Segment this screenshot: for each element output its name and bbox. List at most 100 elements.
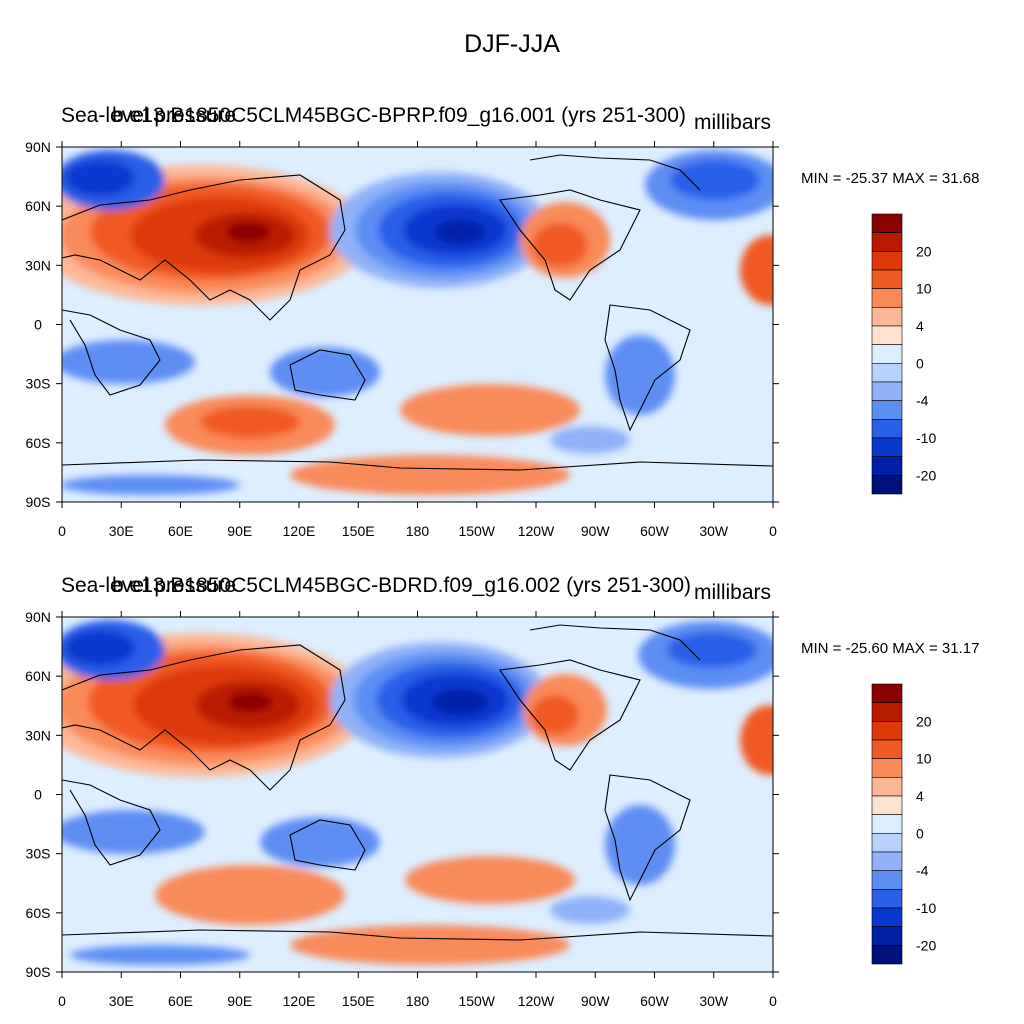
panel1-map — [61, 146, 774, 503]
panel2-colorbar-level — [871, 739, 903, 759]
panel2-colorbar-level — [871, 777, 903, 797]
panel2-lat-label: 60S — [26, 905, 51, 921]
panel1-coastlines — [62, 154, 773, 471]
panel2-colorbar-label: 0 — [916, 825, 924, 841]
panel1-lon-label: 150W — [458, 523, 495, 539]
panel1-units: millibars — [694, 111, 772, 134]
panel1-lon-label: 30W — [699, 523, 729, 539]
panel1-colorbar-label: 10 — [916, 281, 932, 297]
panel1-colorbar-level — [871, 381, 903, 401]
panel2-lon-label: 180 — [406, 993, 430, 1009]
panel2-lat-label: 90N — [25, 609, 51, 625]
panel1-lat-label: 90S — [26, 494, 51, 510]
panel2-colorbar-level — [871, 702, 903, 722]
panel2-coastlines — [62, 624, 773, 941]
panel2-min-max: MIN = -25.60 MAX = 31.17 — [801, 640, 980, 657]
panel2-colorbar-label: -10 — [916, 900, 936, 916]
panel1-colorbar-level — [871, 269, 903, 289]
panel2-colorbar-label: 10 — [916, 751, 932, 767]
panel2-lon-label: 60W — [640, 993, 670, 1009]
panel2-colorbar-level — [871, 721, 903, 741]
panel1-lat-label: 90N — [25, 139, 51, 155]
panel1-colorbar-level — [871, 307, 903, 327]
panel1-field — [62, 147, 773, 502]
panel2-colorbar-level — [871, 814, 903, 834]
panel2-colorbar-label: -4 — [916, 863, 929, 879]
panel1-lat-label: 0 — [34, 317, 42, 333]
panel2-lon-label: 90W — [581, 993, 611, 1009]
panel2-colorbar-level — [871, 907, 903, 927]
panel1-lon-label: 90E — [227, 523, 252, 539]
panel1-colorbar-label: -10 — [916, 430, 936, 446]
panel1-colorbar-level — [871, 213, 903, 233]
panel2-lon-label: 60E — [168, 993, 193, 1009]
panel1-lat-label: 60S — [26, 435, 51, 451]
panel2-lon-label: 120E — [283, 993, 316, 1009]
figure-title: DJF-JJA — [464, 30, 560, 58]
panel2-lon-label: 90E — [227, 993, 252, 1009]
panel1-colorbar-level — [871, 363, 903, 383]
panel1-lat-label: 30S — [26, 376, 51, 392]
panel1-colorbar-level — [871, 437, 903, 457]
panel1-colorbar-level — [871, 456, 903, 476]
panel1-lat-label: 30N — [25, 257, 51, 273]
panel2-lon-label: 0 — [769, 993, 777, 1009]
panel2-map — [61, 616, 774, 973]
panel1-lat-label: 60N — [25, 198, 51, 214]
panel1-colorbar-label: -4 — [916, 393, 929, 409]
panel2-field — [62, 617, 773, 972]
panel1-center-title: b.e13.B1850C5CLM45BGC-BPRP.f09_g16.001 (… — [112, 104, 686, 127]
panel2-lon-label: 150E — [342, 993, 375, 1009]
panel1-lon-label: 0 — [58, 523, 66, 539]
panel2-colorbar-level — [871, 683, 903, 703]
panel2-lat-label: 90S — [26, 964, 51, 980]
panel2-center-title: b.e13.B1850C5CLM45BGC-BDRD.f09_g16.002 (… — [112, 574, 691, 597]
panel2-lat-label: 30N — [25, 727, 51, 743]
panel1-lon-label: 90W — [581, 523, 611, 539]
panel1-lon-label: 0 — [769, 523, 777, 539]
panel1-colorbar-level — [871, 325, 903, 345]
panel2-colorbar-level — [871, 870, 903, 890]
panel2-colorbar-level — [871, 795, 903, 815]
panel1-colorbar-level — [871, 288, 903, 308]
panel1-colorbar-label: 0 — [916, 355, 924, 371]
panel1-lon-label: 120W — [518, 523, 555, 539]
panel2-lat-label: 0 — [34, 787, 42, 803]
panel1-colorbar-level — [871, 419, 903, 439]
panel2-colorbar-label: 4 — [916, 788, 924, 804]
panel2-colorbar-level — [871, 851, 903, 871]
panel2-units: millibars — [694, 581, 772, 604]
panel2-lon-label: 150W — [458, 993, 495, 1009]
panel1-colorbar-label: -20 — [916, 467, 936, 483]
panel1-lon-label: 120E — [283, 523, 316, 539]
panel1-colorbar-level — [871, 475, 903, 495]
panel2-lon-label: 30W — [699, 993, 729, 1009]
panel2-lat-label: 60N — [25, 668, 51, 684]
panel1-colorbar-level — [871, 251, 903, 271]
panel1-lon-label: 150E — [342, 523, 375, 539]
panel2-lon-label: 0 — [58, 993, 66, 1009]
panel1-min-max: MIN = -25.37 MAX = 31.68 — [801, 170, 980, 187]
panel1-colorbar-label: 20 — [916, 243, 932, 259]
panel2-colorbar-label: 20 — [916, 713, 932, 729]
panel2-colorbar-level — [871, 833, 903, 853]
panel1-colorbar-level — [871, 232, 903, 252]
panel1-lon-label: 30E — [109, 523, 134, 539]
panel2-left-title: Sea-level pressure — [61, 574, 237, 597]
panel2-colorbar-label: -20 — [916, 937, 936, 953]
panel2-lon-label: 30E — [109, 993, 134, 1009]
panel1-left-title: Sea-level pressure — [61, 104, 237, 127]
panel1-colorbar-level — [871, 344, 903, 364]
panel2-colorbar-level — [871, 926, 903, 946]
panel1-colorbar-label: 4 — [916, 318, 924, 334]
panel2-colorbar-level — [871, 945, 903, 965]
panel1-lon-label: 180 — [406, 523, 430, 539]
panel2-colorbar-level — [871, 889, 903, 909]
panel1-colorbar-level — [871, 400, 903, 420]
panel2-colorbar-level — [871, 758, 903, 778]
panel2-lon-label: 120W — [518, 993, 555, 1009]
panel1-lon-label: 60W — [640, 523, 670, 539]
panel2-lat-label: 30S — [26, 846, 51, 862]
panel1-lon-label: 60E — [168, 523, 193, 539]
